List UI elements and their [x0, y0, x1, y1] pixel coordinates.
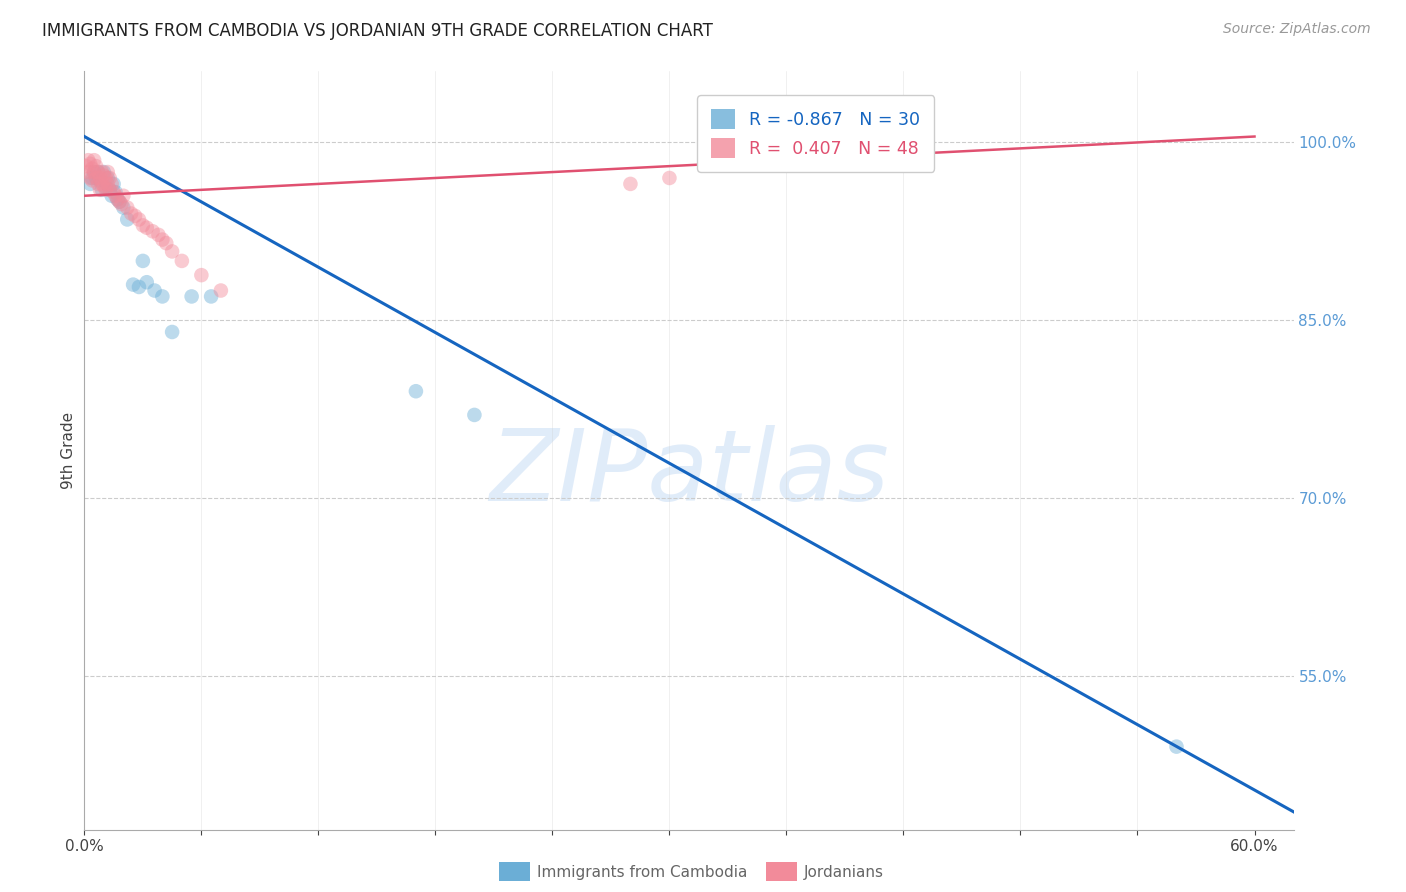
Point — [98, 183, 121, 197]
Point — [150, 289, 173, 303]
Point — [619, 177, 641, 191]
Point — [124, 209, 146, 223]
Point — [98, 183, 121, 197]
Point — [79, 177, 101, 191]
Point — [103, 177, 125, 191]
Point — [135, 275, 157, 289]
Point — [209, 284, 232, 298]
Point — [110, 197, 132, 211]
Point — [463, 408, 485, 422]
Text: ZIPatlas: ZIPatlas — [489, 425, 889, 522]
Point — [84, 159, 107, 173]
Point — [97, 171, 120, 186]
Point — [132, 219, 155, 233]
Point — [170, 254, 193, 268]
Point — [148, 227, 170, 242]
Text: Source: ZipAtlas.com: Source: ZipAtlas.com — [1223, 22, 1371, 37]
Point — [135, 220, 157, 235]
Point — [104, 185, 127, 199]
Point — [108, 194, 131, 209]
Point — [117, 212, 139, 227]
Text: Jordanians: Jordanians — [804, 865, 884, 880]
Point — [89, 171, 111, 186]
Point — [84, 171, 107, 186]
Point — [112, 201, 135, 215]
Point — [79, 157, 101, 171]
Point — [94, 183, 117, 197]
Point — [89, 173, 111, 187]
Point — [122, 277, 145, 292]
Point — [100, 177, 122, 191]
Point — [150, 233, 173, 247]
Point — [82, 161, 104, 176]
Point — [1166, 739, 1188, 754]
Point — [89, 183, 111, 197]
Point — [103, 185, 125, 199]
Point — [117, 201, 139, 215]
Point — [128, 212, 150, 227]
Point — [155, 236, 177, 251]
Point — [77, 165, 100, 179]
Point — [83, 153, 105, 168]
Point — [94, 180, 117, 194]
Text: IMMIGRANTS FROM CAMBODIA VS JORDANIAN 9TH GRADE CORRELATION CHART: IMMIGRANTS FROM CAMBODIA VS JORDANIAN 9T… — [42, 22, 713, 40]
Point — [132, 254, 155, 268]
Point — [107, 192, 129, 206]
Point — [97, 165, 120, 179]
Point — [77, 153, 100, 168]
Point — [97, 177, 120, 191]
Point — [93, 169, 115, 183]
Point — [93, 165, 115, 179]
Point — [658, 171, 681, 186]
Point — [87, 165, 110, 179]
Point — [128, 280, 150, 294]
Point — [90, 177, 112, 191]
Point — [180, 289, 202, 303]
Point — [104, 188, 127, 202]
Point — [87, 177, 110, 191]
Point — [405, 384, 427, 399]
Point — [112, 188, 135, 202]
Legend: R = -0.867   N = 30, R =  0.407   N = 48: R = -0.867 N = 30, R = 0.407 N = 48 — [697, 95, 934, 172]
Point — [84, 171, 107, 186]
Text: Immigrants from Cambodia: Immigrants from Cambodia — [537, 865, 748, 880]
Point — [82, 173, 104, 187]
Point — [75, 159, 97, 173]
Point — [108, 194, 131, 209]
Point — [143, 284, 166, 298]
Point — [82, 171, 104, 186]
Point — [107, 192, 129, 206]
Point — [120, 206, 142, 220]
Point — [90, 183, 112, 197]
Point — [100, 188, 122, 202]
Point — [200, 289, 222, 303]
Point — [98, 171, 121, 186]
Point — [160, 244, 183, 259]
Y-axis label: 9th Grade: 9th Grade — [60, 412, 76, 489]
Point — [142, 224, 165, 238]
Point — [90, 165, 112, 179]
Point — [94, 171, 117, 186]
Point — [79, 171, 101, 186]
Point — [87, 165, 110, 179]
Point — [160, 325, 183, 339]
Point — [190, 268, 212, 282]
Point — [93, 179, 115, 194]
Point — [83, 165, 105, 179]
Point — [83, 165, 105, 179]
